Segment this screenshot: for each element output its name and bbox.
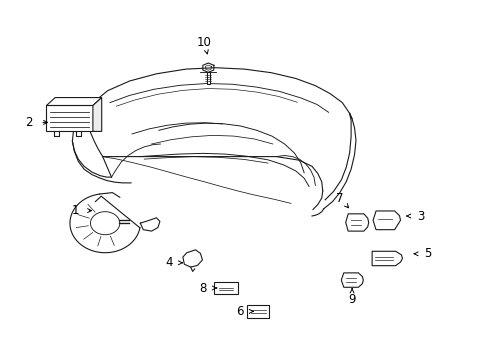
Polygon shape xyxy=(345,214,368,231)
Text: 2: 2 xyxy=(25,116,33,129)
Text: 3: 3 xyxy=(416,210,424,222)
Polygon shape xyxy=(371,251,402,266)
Text: 6: 6 xyxy=(235,305,243,318)
Polygon shape xyxy=(183,250,202,267)
Text: 8: 8 xyxy=(199,282,206,294)
Text: 4: 4 xyxy=(164,256,172,269)
Bar xyxy=(206,72,210,84)
Polygon shape xyxy=(372,211,400,230)
Text: 7: 7 xyxy=(335,192,343,204)
Polygon shape xyxy=(93,98,102,131)
Bar xyxy=(46,105,93,131)
Text: 1: 1 xyxy=(72,204,80,217)
FancyBboxPatch shape xyxy=(246,305,269,318)
Polygon shape xyxy=(46,98,102,105)
Polygon shape xyxy=(341,273,363,287)
Text: 5: 5 xyxy=(423,247,431,260)
Text: 10: 10 xyxy=(197,36,211,49)
Text: 9: 9 xyxy=(347,293,355,306)
FancyBboxPatch shape xyxy=(214,282,237,294)
